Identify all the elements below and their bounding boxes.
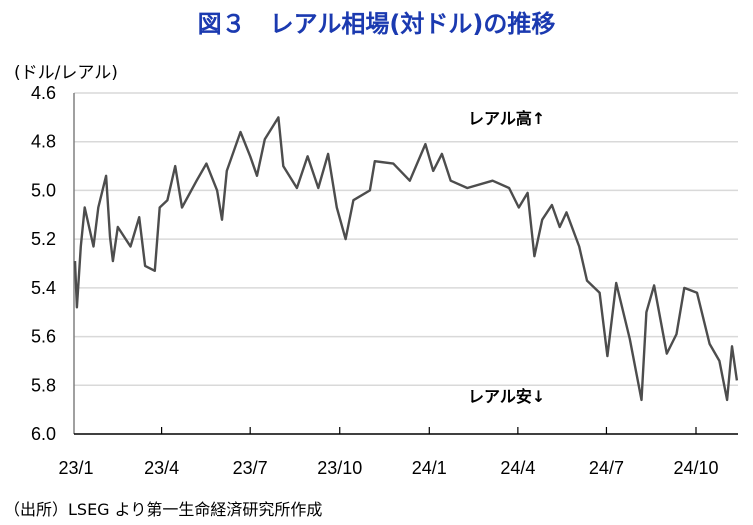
y-tick-label: 5.6 bbox=[31, 327, 56, 347]
x-tick-label: 23/10 bbox=[317, 458, 362, 478]
annotation-real-strong: レアル高↑ bbox=[468, 109, 545, 128]
y-tick-label: 4.6 bbox=[31, 83, 56, 103]
y-tick-label: 5.8 bbox=[31, 375, 56, 395]
x-tick-label: 24/4 bbox=[500, 458, 535, 478]
y-tick-label: 4.8 bbox=[31, 132, 56, 152]
y-tick-label: 5.0 bbox=[31, 180, 56, 200]
source-note: （出所）LSEG より第一生命経済研究所作成 bbox=[4, 500, 323, 519]
chart-title: 図３ レアル相場(対ドル)の推移 bbox=[197, 10, 556, 38]
series-line bbox=[73, 116, 739, 402]
x-tick-label: 24/1 bbox=[412, 458, 447, 478]
x-tick-label: 23/1 bbox=[58, 458, 93, 478]
y-axis-unit-label: (ドル/レアル) bbox=[14, 63, 118, 83]
annotation-real-weak: レアル安↓ bbox=[468, 387, 545, 406]
y-tick-label: 6.0 bbox=[31, 424, 56, 444]
x-tick-label: 23/4 bbox=[144, 458, 179, 478]
x-tick-label: 23/7 bbox=[233, 458, 268, 478]
x-tick-label: 24/7 bbox=[589, 458, 624, 478]
x-tick-label: 24/10 bbox=[673, 458, 718, 478]
y-tick-label: 5.4 bbox=[31, 278, 56, 298]
y-tick-label: 5.2 bbox=[31, 229, 56, 249]
